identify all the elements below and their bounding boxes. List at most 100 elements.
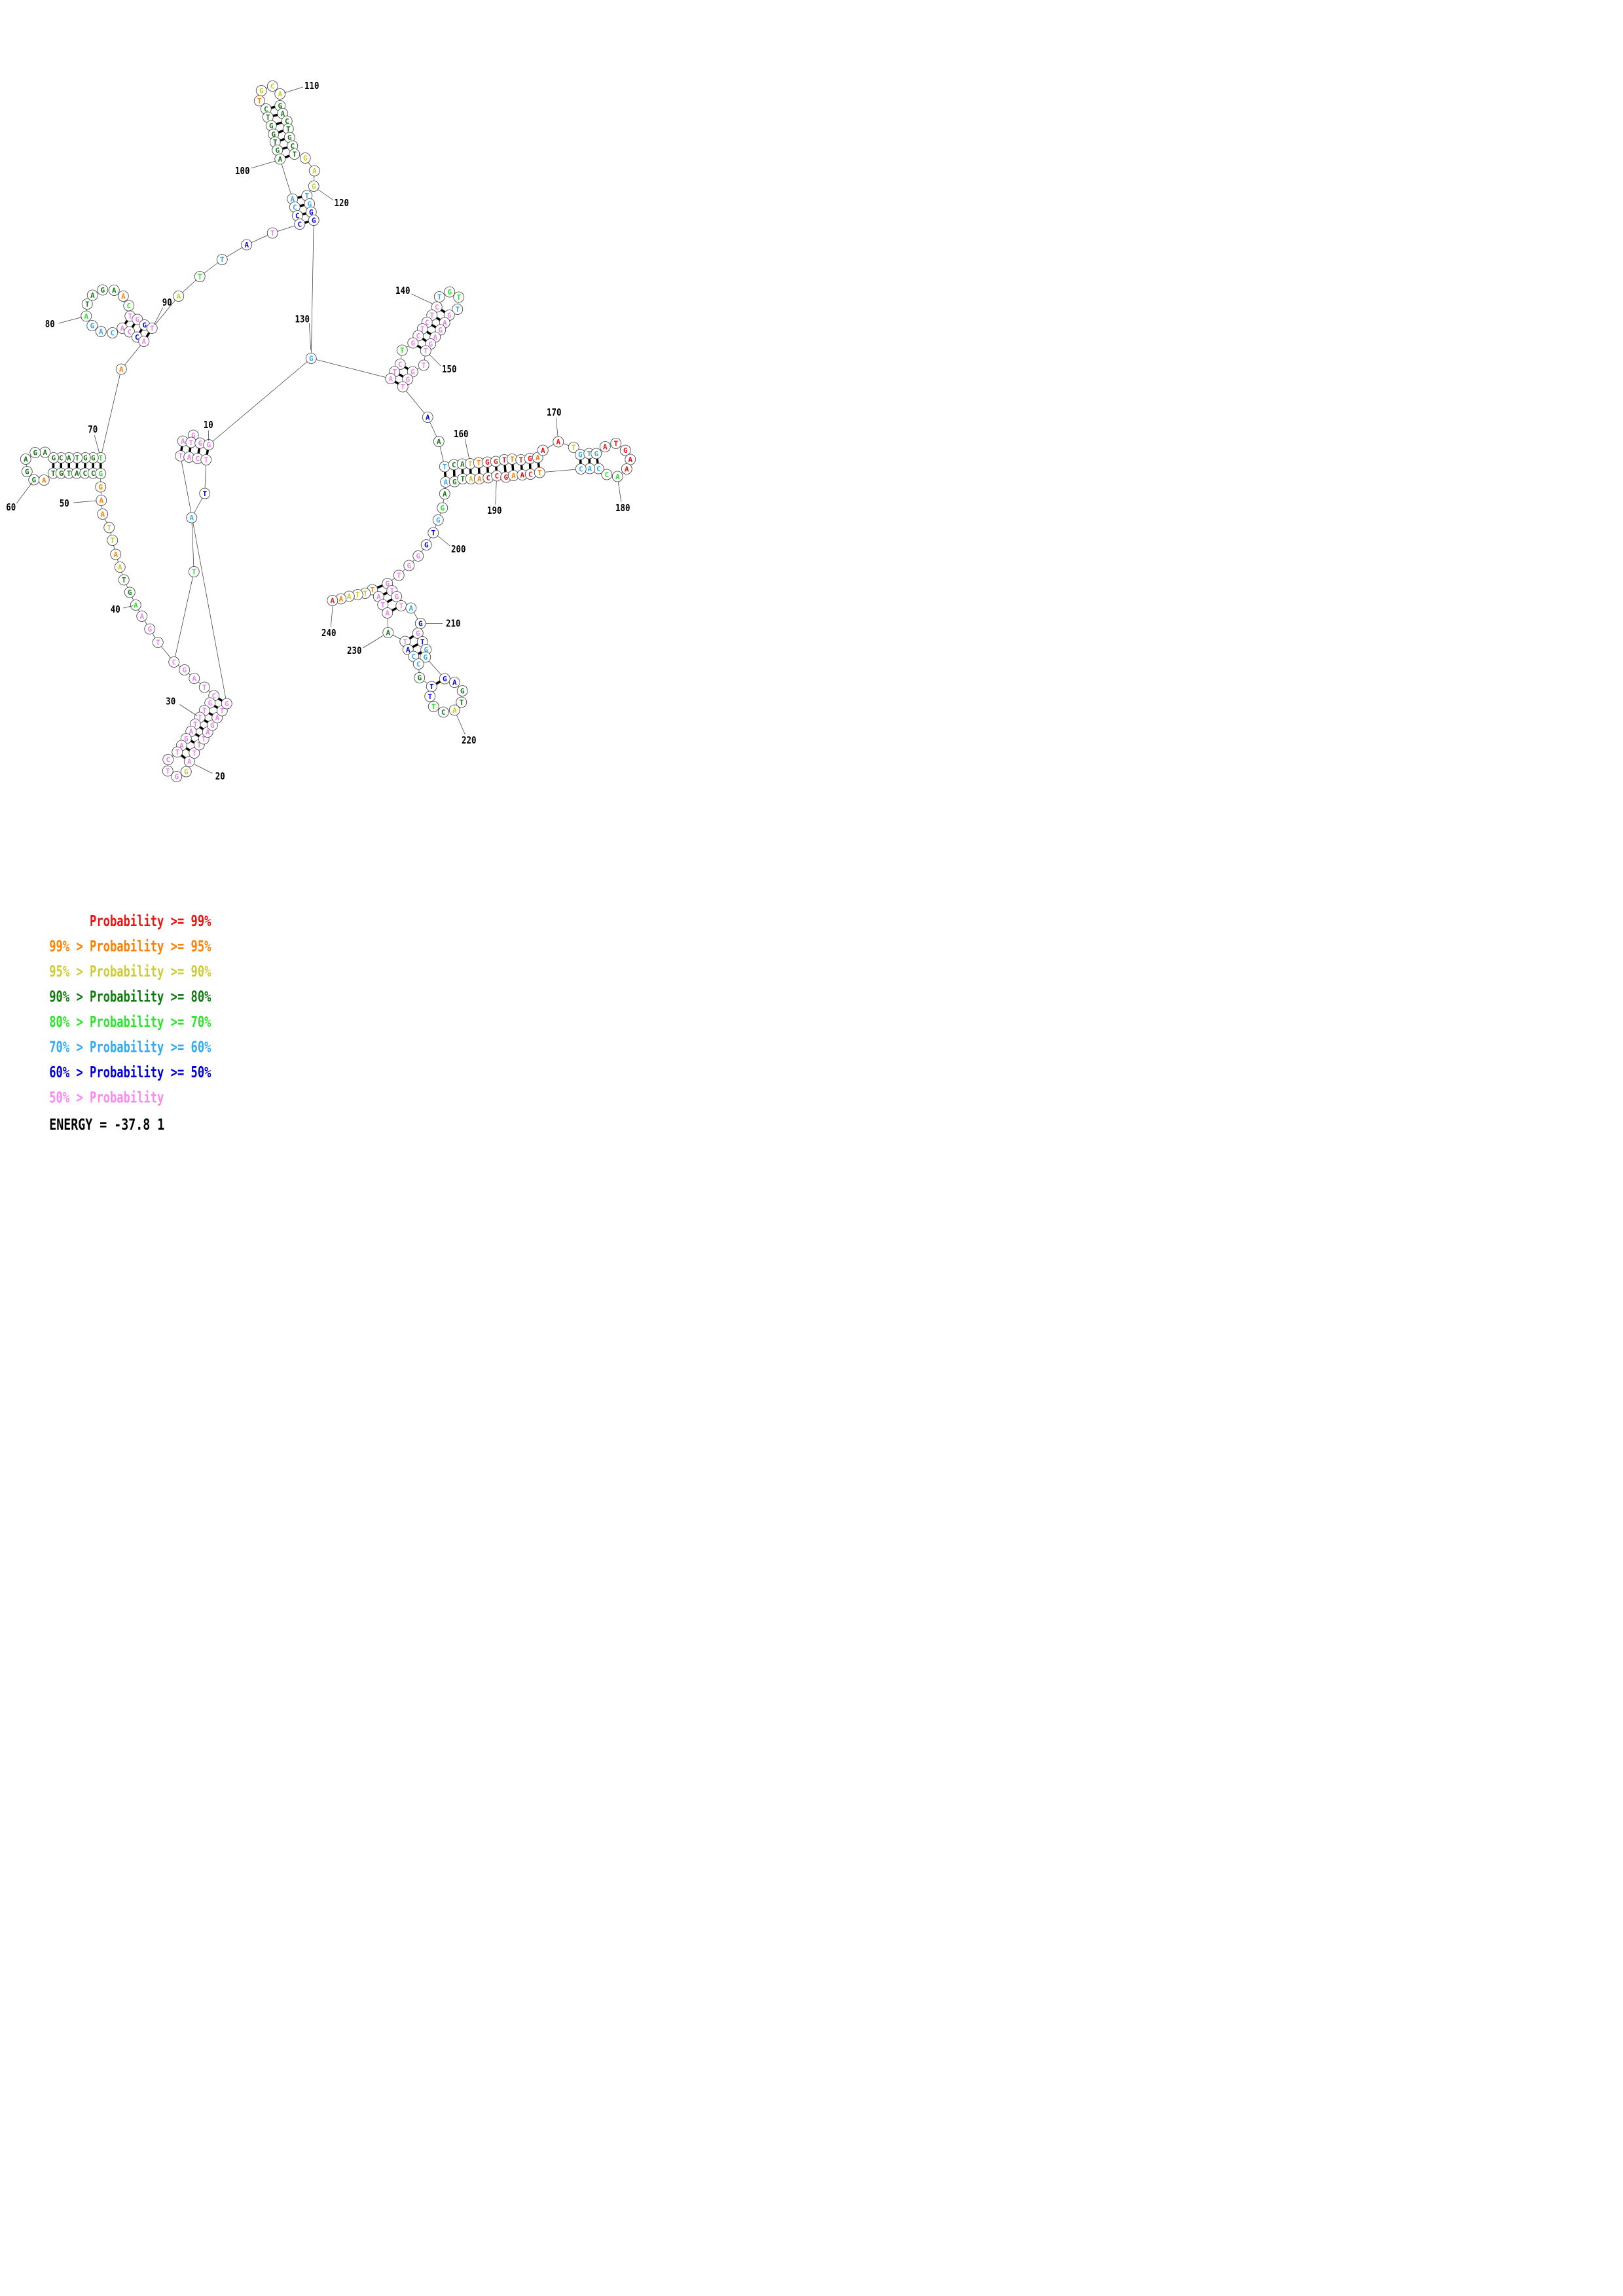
nucleotide-base-letter: C [264, 105, 268, 114]
nucleotide-circle [537, 444, 549, 456]
label-pointer-line [284, 86, 303, 94]
nucleotide-base-letter: A [520, 471, 524, 480]
nucleotide-circle [437, 502, 448, 514]
nucleotide-base-letter: T [193, 721, 198, 729]
nucleotide-base-letter: G [485, 458, 490, 467]
nucleotide-base-letter: C [528, 471, 533, 479]
nucleotide-base-letter: G [417, 674, 422, 683]
nucleotide-base-letter: T [456, 293, 461, 302]
nucleotide-base-letter: G [428, 340, 433, 349]
nucleotide-base-letter: C [579, 465, 583, 474]
nucleotide-circle [397, 381, 409, 393]
nucleotide-circle [179, 664, 191, 675]
nucleotide-base-letter: T [292, 151, 297, 159]
backbone-edge [100, 368, 122, 458]
nucleotide-base-letter: G [424, 541, 429, 550]
nucleotide-base-letter: A [134, 601, 138, 610]
nucleotide-base-letter: G [174, 773, 179, 781]
backbone-edge [173, 571, 194, 662]
nucleotide-base-letter: G [416, 552, 420, 561]
nucleotide-base-letter: G [25, 468, 29, 476]
nucleotide-circle [391, 591, 403, 602]
nucleotide-circle [152, 637, 164, 648]
label-pointer-line [317, 188, 334, 201]
nucleotide-base-letter: A [541, 446, 545, 455]
nucleotide-base-letter: A [100, 511, 105, 519]
nucleotide-base-letter: G [438, 326, 443, 334]
nucleotide-base-letter: A [443, 319, 447, 327]
position-label-text: 30 [166, 696, 175, 708]
position-label-text: 200 [451, 543, 466, 555]
nucleotide-circle [124, 586, 136, 598]
nucleotide-circle [194, 271, 206, 282]
nucleotide-base-letter: A [187, 758, 192, 766]
nucleotide-base-letter: A [338, 595, 343, 603]
nucleotide-circle [601, 469, 613, 480]
position-label-text: 150 [442, 363, 457, 375]
position-label-text: 100 [235, 165, 250, 177]
nucleotide-base-letter: T [370, 586, 374, 594]
nucleotide-circle [107, 535, 119, 546]
nucleotide-base-letter: A [477, 475, 482, 484]
label-pointer-line [123, 605, 134, 609]
label-pointer-line [194, 764, 213, 774]
nucleotide-circle [38, 475, 50, 486]
nucleotide-base-letter: G [494, 457, 498, 466]
nucleotide-base-letter: T [198, 713, 202, 722]
nucleotide-circle [431, 301, 443, 313]
nucleotide-base-letter: A [625, 465, 629, 474]
nucleotide-circle [86, 320, 98, 331]
nucleotide-base-letter: A [615, 473, 620, 481]
nucleotide-base-letter: G [578, 451, 583, 459]
position-label-text: 60 [6, 501, 16, 513]
nucleotide-base-letter: C [285, 117, 289, 126]
nucleotide-base-letter: G [416, 630, 420, 638]
nucleotide-base-letter: T [75, 454, 79, 463]
nucleotide-circle [599, 441, 611, 452]
nucleotide-circle [448, 704, 460, 716]
nucleotide-base-letter: G [147, 625, 152, 634]
nucleotide-circle [172, 746, 183, 758]
legend-line-text: 80% > Probability >= 70% [49, 1014, 211, 1031]
nucleotide-base-letter: C [91, 469, 96, 478]
nucleotide-circle [173, 291, 185, 302]
legend-line-text: 95% > Probability >= 90% [49, 963, 211, 980]
nucleotide-base-letter: C [297, 221, 302, 229]
nucleotide-circle [432, 514, 444, 526]
nucleotide-circle [308, 215, 319, 226]
nucleotide-circle [610, 438, 622, 449]
nucleotide-base-letter: A [437, 438, 441, 446]
position-label-text: 240 [321, 627, 337, 639]
legend-line-text: 60% > Probability >= 50% [49, 1064, 211, 1081]
nucleotide-circle [444, 286, 456, 298]
nucleotide-base-letter: A [312, 167, 317, 175]
nucleotide-circle [241, 239, 253, 251]
nucleotide-circle [20, 454, 31, 465]
nucleotide-base-letter: C [435, 303, 439, 312]
nucleotide-base-letter: A [120, 325, 124, 333]
nucleotide-base-letter: G [407, 562, 411, 570]
nucleotide-base-letter: G [410, 368, 415, 376]
nucleotide-circle [439, 673, 450, 685]
nucleotide-circle [428, 701, 439, 712]
legend-line-text: Probability >= 99% [90, 913, 211, 930]
nucleotide-base-letter: C [486, 474, 490, 482]
nucleotide-base-letter: T [519, 456, 523, 465]
nucleotide-base-letter: T [175, 748, 179, 757]
nucleotide-base-letter: A [347, 592, 352, 601]
nucleotide-circle [118, 574, 130, 586]
nucleotide-circle [456, 696, 467, 708]
nucleotide-base-letter: T [67, 469, 71, 478]
nucleotide-base-letter: T [202, 683, 207, 692]
nucleotide-base-letter: A [278, 155, 282, 164]
nucleotide-base-letter: G [51, 454, 56, 463]
nucleotide-circle [553, 436, 564, 448]
nucleotide-circle [308, 181, 319, 192]
nucleotide-circle [308, 165, 320, 177]
nucleotide-base-letter: T [420, 638, 425, 647]
nucleotide-circle [108, 285, 120, 296]
nucleotide-base-letter: G [225, 700, 229, 708]
nucleotide-base-letter: G [198, 439, 202, 448]
nucleotide-base-letter: C [441, 708, 446, 717]
